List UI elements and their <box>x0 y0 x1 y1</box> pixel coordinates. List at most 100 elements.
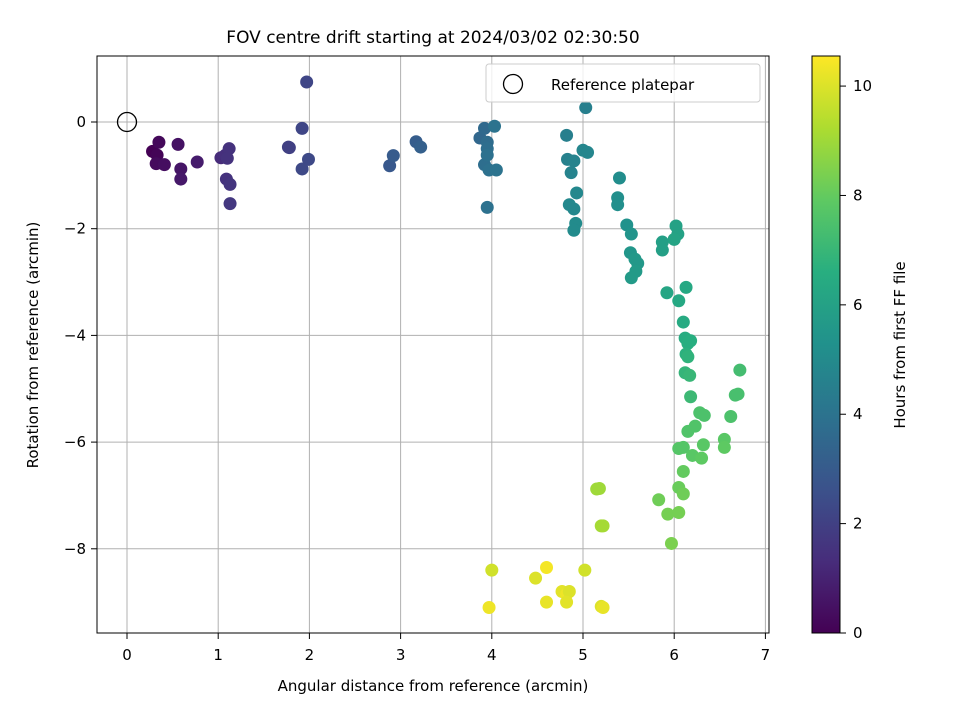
data-point <box>414 140 428 154</box>
data-point <box>676 440 690 454</box>
data-point <box>174 162 188 176</box>
data-point <box>655 243 669 257</box>
data-point <box>697 408 711 422</box>
data-point <box>717 440 731 454</box>
data-point <box>540 560 554 574</box>
colorbar-tick-label: 10 <box>853 77 872 95</box>
y-tick-label: −8 <box>64 540 86 558</box>
legend: Reference platepar <box>485 63 761 103</box>
data-point <box>529 571 543 585</box>
x-tick-label: 3 <box>396 646 406 664</box>
data-point <box>488 119 502 133</box>
y-tick-label: −2 <box>64 220 86 238</box>
y-tick-label: 0 <box>76 113 86 131</box>
data-point <box>733 363 747 377</box>
data-point <box>540 595 554 609</box>
data-point <box>681 424 695 438</box>
data-point <box>386 149 400 163</box>
chart-title: FOV centre drift starting at 2024/03/02 … <box>226 28 639 48</box>
data-point <box>222 142 236 156</box>
data-point <box>696 438 710 452</box>
data-point <box>596 600 610 614</box>
data-point <box>624 271 638 285</box>
y-axis-label: Rotation from reference (arcmin) <box>24 222 42 469</box>
x-tick-label: 0 <box>122 646 132 664</box>
data-point <box>485 563 499 577</box>
data-point <box>295 162 309 176</box>
x-tick-label: 7 <box>761 646 771 664</box>
data-point <box>560 128 574 142</box>
colorbar <box>811 55 841 634</box>
data-point <box>567 154 581 168</box>
x-tick-label: 1 <box>213 646 223 664</box>
data-point <box>560 595 574 609</box>
data-point <box>567 202 581 216</box>
x-axis-ticks: 0 1 2 3 4 5 6 7 <box>122 633 770 664</box>
data-point <box>579 101 593 115</box>
plot-frame <box>96 55 770 634</box>
data-point <box>683 368 697 382</box>
data-point <box>282 141 296 155</box>
legend-box <box>485 63 761 103</box>
data-point <box>695 451 709 465</box>
data-point <box>684 390 698 404</box>
data-point <box>480 148 494 162</box>
data-point <box>301 152 315 166</box>
data-point <box>724 409 738 423</box>
data-point <box>660 286 674 300</box>
x-axis-label: Angular distance from reference (arcmin) <box>278 677 589 695</box>
data-point <box>596 519 610 533</box>
data-point <box>223 177 237 191</box>
data-point <box>676 487 690 501</box>
data-point <box>611 198 625 212</box>
legend-reference-marker <box>502 73 524 95</box>
colorbar-ticks: 0 2 4 6 8 10 <box>840 77 872 642</box>
data-point <box>174 172 188 186</box>
data-point <box>624 227 638 241</box>
data-point <box>562 584 576 598</box>
data-point <box>190 155 204 169</box>
data-point <box>567 223 581 237</box>
data-point <box>480 200 494 214</box>
data-point <box>578 563 592 577</box>
data-point <box>570 186 584 200</box>
data-point <box>564 166 578 180</box>
data-point <box>223 197 237 211</box>
x-tick-label: 2 <box>305 646 315 664</box>
data-point <box>383 159 397 173</box>
data-point <box>664 536 678 550</box>
data-point <box>152 135 166 149</box>
colorbar-tick-label: 0 <box>853 624 863 642</box>
data-point <box>661 507 675 521</box>
data-point <box>581 145 595 159</box>
data-points <box>146 75 747 614</box>
data-point <box>300 75 314 89</box>
data-point <box>489 163 503 177</box>
data-point <box>482 600 496 614</box>
y-tick-label: −6 <box>64 433 86 451</box>
data-point <box>672 294 686 308</box>
legend-label: Reference platepar <box>551 76 695 94</box>
data-point <box>672 506 686 520</box>
data-point <box>295 121 309 135</box>
colorbar-tick-label: 2 <box>853 515 863 533</box>
data-point <box>684 334 698 348</box>
x-tick-label: 6 <box>669 646 679 664</box>
data-point <box>171 137 185 151</box>
x-tick-label: 5 <box>578 646 588 664</box>
y-tick-label: −4 <box>64 326 86 344</box>
data-point <box>652 493 666 507</box>
data-point <box>679 280 693 294</box>
data-point <box>220 151 234 165</box>
x-tick-label: 4 <box>487 646 497 664</box>
data-point <box>592 482 606 496</box>
data-point <box>676 464 690 478</box>
data-point <box>157 158 171 172</box>
reference-platepar-marker <box>116 111 138 133</box>
colorbar-label: Hours from first FF file <box>891 261 909 428</box>
data-point <box>612 171 626 185</box>
data-point <box>478 121 492 135</box>
data-point <box>667 232 681 246</box>
data-point <box>681 350 695 364</box>
